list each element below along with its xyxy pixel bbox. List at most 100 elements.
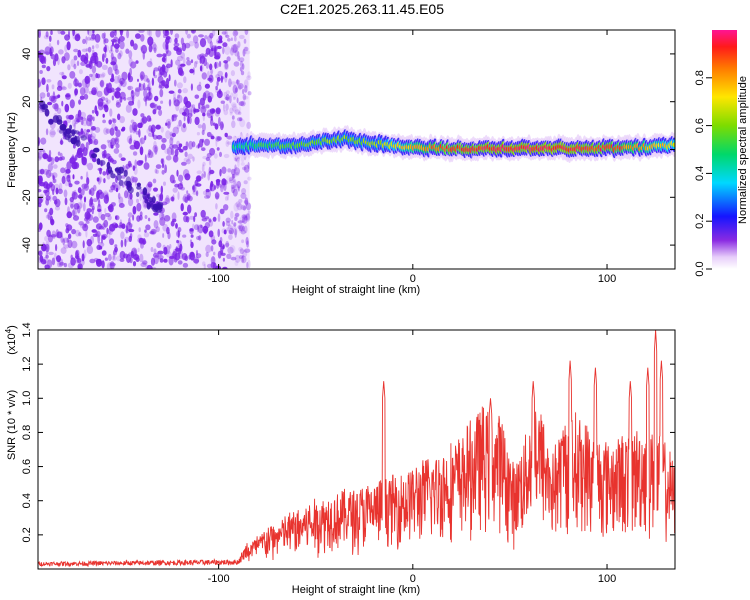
noise-speck: [39, 168, 45, 175]
noise-speck: [212, 216, 217, 222]
noise-speck: [91, 207, 95, 215]
noise-speck: [233, 222, 237, 227]
noise-speck: [128, 197, 134, 207]
noise-speck: [201, 129, 205, 136]
noise-speck: [69, 99, 75, 109]
noise-speck: [234, 171, 240, 177]
noise-speck: [55, 244, 58, 252]
noise-speck: [186, 57, 190, 61]
noise-speck: [86, 212, 91, 219]
noise-speck: [204, 138, 210, 146]
noise-speck: [195, 190, 199, 197]
noise-speck: [51, 257, 56, 266]
noise-speck: [114, 68, 120, 75]
noise-speck: [87, 30, 90, 35]
noise-speck: [99, 79, 105, 88]
noise-speck: [173, 99, 180, 107]
noise-speck: [239, 57, 245, 63]
noise-speck: [242, 217, 246, 223]
noise-speck: [247, 259, 251, 269]
x-tick-label: -100: [208, 573, 230, 585]
noise-speck: [237, 186, 240, 192]
noise-speck: [173, 179, 176, 184]
noise-speck: [140, 122, 143, 128]
noise-speck: [155, 226, 160, 233]
noise-speck: [247, 91, 252, 96]
noise-speck: [239, 248, 245, 255]
noise-speck: [71, 191, 78, 200]
noise-speck: [180, 181, 183, 186]
noise-speck: [171, 212, 177, 221]
noise-diagonal-speck: [71, 129, 76, 137]
noise-speck: [107, 205, 113, 210]
noise-speck: [73, 78, 79, 87]
noise-speck: [38, 227, 42, 232]
noise-speck: [97, 177, 102, 185]
noise-speck: [51, 230, 56, 239]
noise-speck: [203, 228, 207, 235]
spectrogram-y-ticks: -40 -20 0 20 40: [21, 48, 675, 253]
noise-speck: [191, 104, 195, 109]
snr-x-label: Height of straight line (km): [292, 584, 420, 596]
noise-speck: [146, 84, 150, 91]
noise-speck: [244, 216, 248, 221]
noise-speck: [243, 248, 251, 253]
noise-speck: [181, 111, 187, 116]
noise-speck: [134, 87, 141, 92]
noise-speck: [176, 140, 181, 147]
noise-speck: [40, 244, 47, 252]
noise-speck: [156, 135, 163, 140]
noise-speck: [176, 55, 184, 62]
noise-speck: [182, 57, 186, 66]
noise-speck: [89, 59, 94, 68]
noise-speck: [101, 72, 106, 77]
noise-diagonal-speck: [91, 153, 97, 159]
noise-speck: [213, 61, 220, 69]
noise-speck: [57, 188, 63, 195]
noise-speck: [112, 249, 118, 256]
noise-speck: [147, 181, 153, 188]
noise-speck: [243, 225, 248, 234]
noise-speck: [120, 80, 123, 87]
noise-speck: [229, 47, 235, 56]
noise-speck: [44, 208, 48, 213]
noise-speck: [152, 43, 158, 52]
noise-speck: [74, 180, 80, 185]
noise-speck: [86, 245, 94, 254]
colorbar-tick-label: 0.2: [694, 214, 706, 229]
noise-speck: [225, 217, 231, 223]
noise-speck: [176, 124, 180, 130]
noise-speck: [212, 108, 215, 113]
noise-speck: [172, 187, 178, 193]
noise-speck: [231, 220, 234, 225]
noise-speck: [247, 162, 250, 169]
noise-speck: [127, 85, 134, 91]
noise-speck: [215, 191, 220, 200]
noise-speck: [102, 119, 106, 124]
noise-speck: [114, 64, 118, 75]
noise-speck: [156, 53, 163, 58]
colorbar: 0.0 0.2 0.4 0.6 0.8 Normalized spectral ampl…: [694, 30, 749, 277]
noise-speck: [170, 30, 173, 36]
noise-speck: [166, 251, 172, 258]
noise-diagonal-speck: [93, 147, 100, 153]
noise-speck: [57, 30, 61, 35]
noise-speck: [73, 122, 76, 130]
noise-speck: [129, 192, 133, 200]
noise-speck: [182, 234, 187, 238]
noise-speck: [113, 148, 120, 154]
noise-speck: [187, 115, 190, 124]
noise-speck: [203, 171, 206, 178]
noise-speck: [130, 61, 137, 69]
noise-speck: [101, 150, 106, 157]
noise-speck: [182, 88, 188, 94]
noise-speck: [85, 35, 88, 45]
noise-speck: [205, 156, 211, 162]
noise-speck: [230, 37, 233, 41]
noise-speck: [232, 188, 238, 197]
noise-speck: [152, 109, 157, 115]
noise-speck: [56, 85, 63, 91]
noise-speck: [120, 231, 125, 240]
noise-speck: [39, 92, 46, 99]
noise-speck: [46, 79, 52, 83]
